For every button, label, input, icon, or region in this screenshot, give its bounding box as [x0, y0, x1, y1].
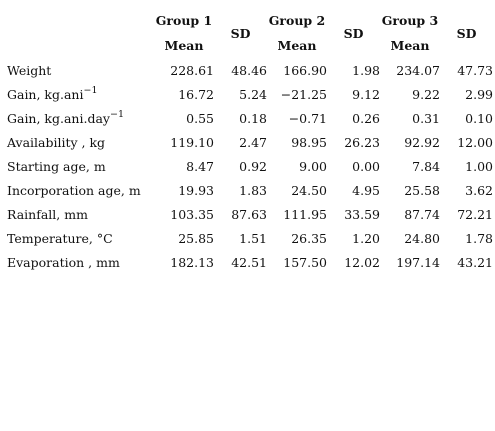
mean-value-cell: 92.92 [404, 134, 440, 150]
group-header: Group 1 [155, 13, 213, 28]
table-row: Gain, kg.ani−1 16.72 5.24 −21.25 9.12 9.22 2.9… [4, 82, 493, 106]
table-row: Rainfall, mm 103.35 87.63 111.95 33.59 87.74 7… [4, 202, 493, 226]
row-label-cell: Starting age, m [4, 154, 154, 178]
mean-value-cell: 26.35 [291, 230, 327, 246]
row-label-superscript: −1 [83, 84, 98, 96]
sd-value-cell: 2.47 [239, 134, 267, 150]
row-label-cell: Temperature, °C [4, 226, 154, 250]
row-label: Starting age, m [7, 158, 106, 174]
mean-value-cell: 7.84 [412, 158, 440, 174]
mean-value-cell: 9.00 [299, 158, 327, 174]
mean-value-cell: 25.58 [404, 182, 440, 198]
row-label-cell: Rainfall, mm [4, 202, 154, 226]
sd-value-cell: 72.21 [457, 206, 493, 222]
sd-header: SD [343, 25, 364, 41]
row-label: Evaporation , mm [7, 254, 120, 270]
mean-value-cell: 103.35 [170, 206, 214, 222]
mean-value-cell: 157.50 [283, 254, 327, 270]
sd-value-cell: 48.46 [231, 62, 267, 78]
mean-value-cell: 0.31 [412, 110, 440, 126]
table-row: Starting age, m 8.47 0.92 9.00 0.00 7.84 1.00 [4, 154, 493, 178]
mean-value-cell: −0.71 [288, 110, 327, 126]
group-header: Group 2 [268, 13, 326, 28]
mean-header: Mean [164, 38, 204, 53]
row-label-superscript: −1 [109, 108, 124, 120]
sd-value-cell: 1.98 [352, 62, 380, 78]
row-label: Temperature, °C [7, 230, 113, 246]
mean-value-cell: 182.13 [170, 254, 214, 270]
mean-header: Mean [390, 38, 430, 53]
mean-value-cell: 166.90 [283, 62, 327, 78]
mean-value-cell: 197.14 [396, 254, 440, 270]
table-row: Weight 228.61 48.46 166.90 1.98 234.07 47.73 [4, 58, 493, 82]
sd-value-cell: 1.51 [239, 230, 267, 246]
sd-value-cell: 1.83 [239, 182, 267, 198]
sd-value-cell: 9.12 [352, 86, 380, 102]
table-row: Gain, kg.ani.day−1 0.55 0.18 −0.71 0.26 0.31 0… [4, 106, 493, 130]
sd-value-cell: 5.24 [239, 86, 267, 102]
sd-value-cell: 47.73 [457, 62, 493, 78]
mean-value-cell: 119.10 [170, 134, 214, 150]
row-label-cell: Gain, kg.ani.day−1 [4, 106, 154, 130]
mean-value-cell: 111.95 [283, 206, 327, 222]
header-row-stats: Mean Mean Mean [4, 33, 493, 58]
row-label-cell: Weight [4, 58, 154, 82]
mean-header: Mean [277, 38, 317, 53]
sd-value-cell: 0.92 [239, 158, 267, 174]
row-label: Gain, kg.ani.day [7, 111, 110, 127]
row-label: Incorporation age, m [7, 182, 141, 198]
mean-value-cell: 24.80 [404, 230, 440, 246]
sd-value-cell: 12.02 [344, 254, 380, 270]
table-row: Temperature, °C 25.85 1.51 26.35 1.20 24.80 1.… [4, 226, 493, 250]
mean-value-cell: 9.22 [412, 86, 440, 102]
mean-value-cell: 24.50 [291, 182, 327, 198]
sd-value-cell: 0.26 [352, 110, 380, 126]
sd-value-cell: 4.95 [352, 182, 380, 198]
mean-value-cell: −21.25 [280, 86, 327, 102]
row-label: Gain, kg.ani [7, 87, 84, 103]
mean-value-cell: 25.85 [178, 230, 214, 246]
row-label: Weight [7, 62, 52, 78]
sd-value-cell: 42.51 [231, 254, 267, 270]
mean-value-cell: 98.95 [291, 134, 327, 150]
table-header: Group 1 SD Group 2 SD Group 3 SD Mean Me… [4, 8, 493, 58]
row-label: Rainfall, mm [7, 206, 88, 222]
table-row: Availability , kg 119.10 2.47 98.95 26.23 92.… [4, 130, 493, 154]
sd-value-cell: 1.78 [465, 230, 493, 246]
sd-value-cell: 0.18 [239, 110, 267, 126]
mean-value-cell: 19.93 [178, 182, 214, 198]
mean-value-cell: 87.74 [404, 206, 440, 222]
sd-value-cell: 87.63 [231, 206, 267, 222]
group-header: Group 3 [381, 13, 439, 28]
sd-value-cell: 0.10 [465, 110, 493, 126]
sd-value-cell: 12.00 [457, 134, 493, 150]
mean-value-cell: 234.07 [396, 62, 440, 78]
sd-header: SD [230, 25, 251, 41]
row-label-cell: Evaporation , mm [4, 250, 154, 274]
mean-value-cell: 8.47 [186, 158, 214, 174]
row-label-cell: Gain, kg.ani−1 [4, 82, 154, 106]
sd-value-cell: 1.20 [352, 230, 380, 246]
mean-value-cell: 228.61 [170, 62, 214, 78]
table-body: Weight 228.61 48.46 166.90 1.98 234.07 47.73 Ga… [4, 58, 493, 274]
mean-value-cell: 0.55 [186, 110, 214, 126]
sd-value-cell: 33.59 [344, 206, 380, 222]
table-row: Evaporation , mm 182.13 42.51 157.50 12.02 19… [4, 250, 493, 274]
sd-value-cell: 2.99 [465, 86, 493, 102]
header-row-groups: Group 1 SD Group 2 SD Group 3 SD [4, 8, 493, 41]
sd-value-cell: 26.23 [344, 134, 380, 150]
sd-value-cell: 0.00 [352, 158, 380, 174]
row-label-cell: Availability , kg [4, 130, 154, 154]
data-table: Group 1 SD Group 2 SD Group 3 SD Mean Me… [4, 8, 493, 274]
table-row: Incorporation age, m 19.93 1.83 24.50 4.95 25… [4, 178, 493, 202]
sd-value-cell: 43.21 [457, 254, 493, 270]
sd-header: SD [456, 25, 477, 41]
sd-value-cell: 3.62 [465, 182, 493, 198]
sd-value-cell: 1.00 [465, 158, 493, 174]
mean-value-cell: 16.72 [178, 86, 214, 102]
row-label-cell: Incorporation age, m [4, 178, 154, 202]
header-empty-cell [4, 8, 154, 58]
row-label: Availability , kg [7, 134, 106, 150]
